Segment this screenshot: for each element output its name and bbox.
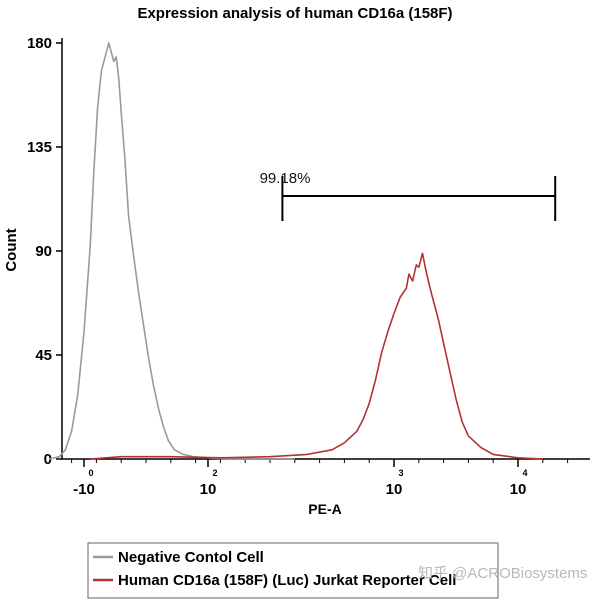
x-tick-exponent: 3 <box>398 468 403 478</box>
x-tick-exponent: 0 <box>88 468 93 478</box>
y-tick-label: 90 <box>35 243 52 260</box>
x-tick-exponent: 2 <box>212 468 217 478</box>
gate-marker <box>281 176 557 221</box>
x-axis-label: PE-A <box>308 501 341 517</box>
x-tick-label: 10 <box>200 481 217 498</box>
gate-percentage-label: 99.18% <box>260 170 311 187</box>
y-tick-label: 45 <box>35 347 52 364</box>
series-cd16a-reporter <box>90 252 543 460</box>
series-negative-control <box>49 42 295 460</box>
y-tick-label: 135 <box>27 139 52 156</box>
chart-title: Expression analysis of human CD16a (158F… <box>137 5 452 22</box>
y-tick-label: 0 <box>44 451 52 468</box>
x-axis-ticks: -102-100102103104105 <box>71 459 569 498</box>
x-tick-label: 10 <box>386 481 403 498</box>
y-axis-ticks: 0 45 90 135 180 <box>27 35 62 468</box>
y-axis-label: Count <box>3 228 20 271</box>
x-tick-label: 10 <box>510 481 527 498</box>
legend-label-negative: Negative Contol Cell <box>118 549 264 566</box>
x-tick-label: -10 <box>73 481 95 498</box>
legend-box <box>87 542 499 599</box>
histogram-series <box>49 42 543 460</box>
watermark: 知乎 @ACROBiosystems <box>418 565 587 582</box>
x-tick-exponent: 4 <box>522 468 527 478</box>
y-tick-label: 180 <box>27 35 52 52</box>
legend-label-cd16a: Human CD16a (158F) (Luc) Jurkat Reporter… <box>118 572 456 589</box>
